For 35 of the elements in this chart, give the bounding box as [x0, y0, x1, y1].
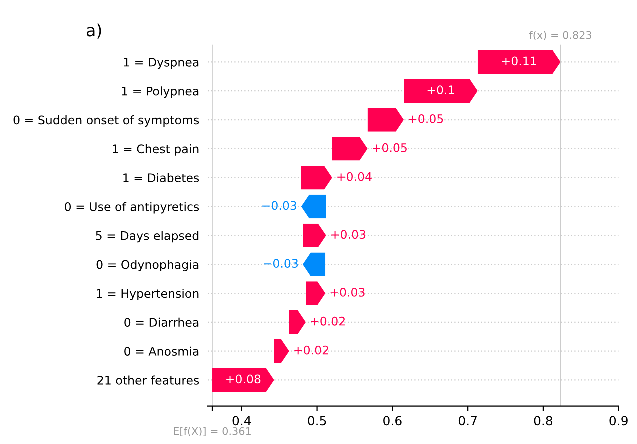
- y-tick-label: 0 = Diarrhea: [124, 318, 199, 328]
- y-tick-label: 0 = Use of antipyretics: [65, 202, 200, 214]
- y-tick-label: 1 = Diabetes: [124, 173, 200, 182]
- x-tick-label: 0.8: [534, 416, 553, 426]
- x-tick-label: 0.5: [308, 416, 326, 426]
- x-tick-label: 0.9: [610, 416, 628, 426]
- data-label: +0.1: [428, 86, 454, 95]
- data-label: +0.04: [338, 172, 372, 182]
- ref-line-label: f(x) = 0.823: [529, 31, 592, 40]
- data-label: +0.02: [311, 316, 345, 326]
- y-tick-label: 1 = Chest pain: [113, 144, 199, 156]
- x-tick-label: 0.4: [232, 416, 252, 426]
- data-label: −0.03: [262, 201, 297, 210]
- data-label: +0.11: [502, 56, 536, 66]
- data-label: −0.03: [264, 259, 298, 268]
- data-label: +0.03: [332, 230, 366, 240]
- y-tick-label: 1 = Polypnea: [122, 86, 199, 98]
- x-tick-label: 0.7: [458, 416, 477, 426]
- y-tick-label: 1 = Dyspnea: [124, 58, 199, 70]
- y-tick-label: 0 = Sudden onset of symptoms: [14, 116, 200, 127]
- y-tick-label: 0 = Odynophagia: [96, 260, 199, 272]
- data-label: +0.08: [226, 374, 261, 384]
- y-tick-label: 5 = Days elapsed: [96, 231, 199, 243]
- data-label: +0.05: [409, 114, 444, 124]
- chart-title: a): [86, 24, 102, 39]
- data-label: +0.03: [330, 288, 365, 297]
- bar: [404, 79, 478, 103]
- bar: [478, 50, 561, 74]
- y-tick-label: 21 other features: [98, 376, 200, 385]
- data-label: +0.02: [294, 346, 328, 355]
- ref-line-label: E[f(X)] = 0.361: [174, 427, 251, 437]
- data-label: +0.05: [373, 143, 407, 152]
- y-tick-label: 0 = Anosmia: [124, 346, 199, 356]
- x-tick-label: 0.6: [384, 416, 402, 426]
- y-tick-label: 1 = Hypertension: [97, 289, 199, 300]
